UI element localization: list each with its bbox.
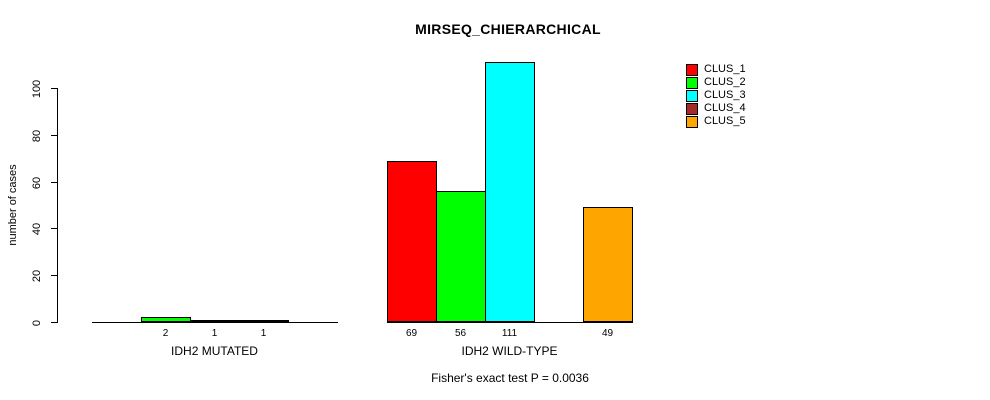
bar-clus_3-wild-type [485, 62, 535, 322]
category-label: IDH2 MUTATED [171, 344, 258, 358]
legend-item-clus_1: CLUS_1 [686, 63, 746, 76]
legend-swatch-icon [686, 115, 698, 128]
legend-swatch-icon [686, 102, 698, 115]
bar-clus_5-wild-type [583, 207, 633, 322]
bar-value-label: 49 [601, 328, 614, 339]
legend-item-clus_2: CLUS_2 [686, 76, 746, 89]
bar-value-label: 111 [501, 328, 518, 339]
y-axis-tick [51, 228, 57, 229]
category-baseline [387, 322, 633, 323]
category-label: IDH2 WILD-TYPE [461, 344, 558, 358]
legend-label: CLUS_2 [704, 76, 746, 88]
legend-swatch-icon [686, 76, 698, 89]
bar-value-label: 1 [211, 328, 218, 339]
bar-clus_2-wild-type [436, 191, 486, 322]
category-baseline [92, 322, 338, 323]
bar-clus_4-mutated [239, 320, 289, 322]
y-tick-label: 60 [31, 176, 43, 189]
legend-label: CLUS_5 [704, 115, 746, 127]
legend: CLUS_1 CLUS_2 CLUS_3 CLUS_4 CLUS_5 [686, 63, 746, 128]
y-tick-label: 40 [31, 222, 43, 235]
legend-item-clus_5: CLUS_5 [686, 115, 746, 128]
legend-item-clus_4: CLUS_4 [686, 102, 746, 115]
bar-value-label: 56 [454, 328, 467, 339]
bar-value-label: 2 [162, 328, 169, 339]
legend-swatch-icon [686, 63, 698, 76]
legend-label: CLUS_1 [704, 63, 746, 75]
legend-swatch-icon [686, 89, 698, 102]
bar-clus_1-wild-type [387, 161, 437, 322]
y-axis-tick [51, 182, 57, 183]
bar-clus_3-mutated [190, 320, 240, 322]
y-axis-line [57, 88, 58, 323]
legend-label: CLUS_4 [704, 102, 746, 114]
bar-clus_2-mutated [141, 317, 191, 322]
y-axis-label: number of cases [7, 164, 19, 246]
y-axis-tick [51, 322, 57, 323]
y-axis-tick [51, 275, 57, 276]
bar-value-label: 1 [260, 328, 267, 339]
annotation-caption: Fisher's exact test P = 0.0036 [431, 371, 589, 385]
y-axis-tick [51, 88, 57, 89]
y-axis-tick [51, 135, 57, 136]
legend-label: CLUS_3 [704, 89, 746, 101]
y-tick-label: 100 [31, 79, 43, 98]
bar-value-label: 69 [405, 328, 418, 339]
y-tick-label: 80 [31, 129, 43, 142]
y-tick-label: 20 [31, 269, 43, 282]
chart-title: MIRSEQ_CHIERARCHICAL [415, 21, 601, 37]
legend-item-clus_3: CLUS_3 [686, 89, 746, 102]
y-tick-label: 0 [31, 319, 43, 326]
